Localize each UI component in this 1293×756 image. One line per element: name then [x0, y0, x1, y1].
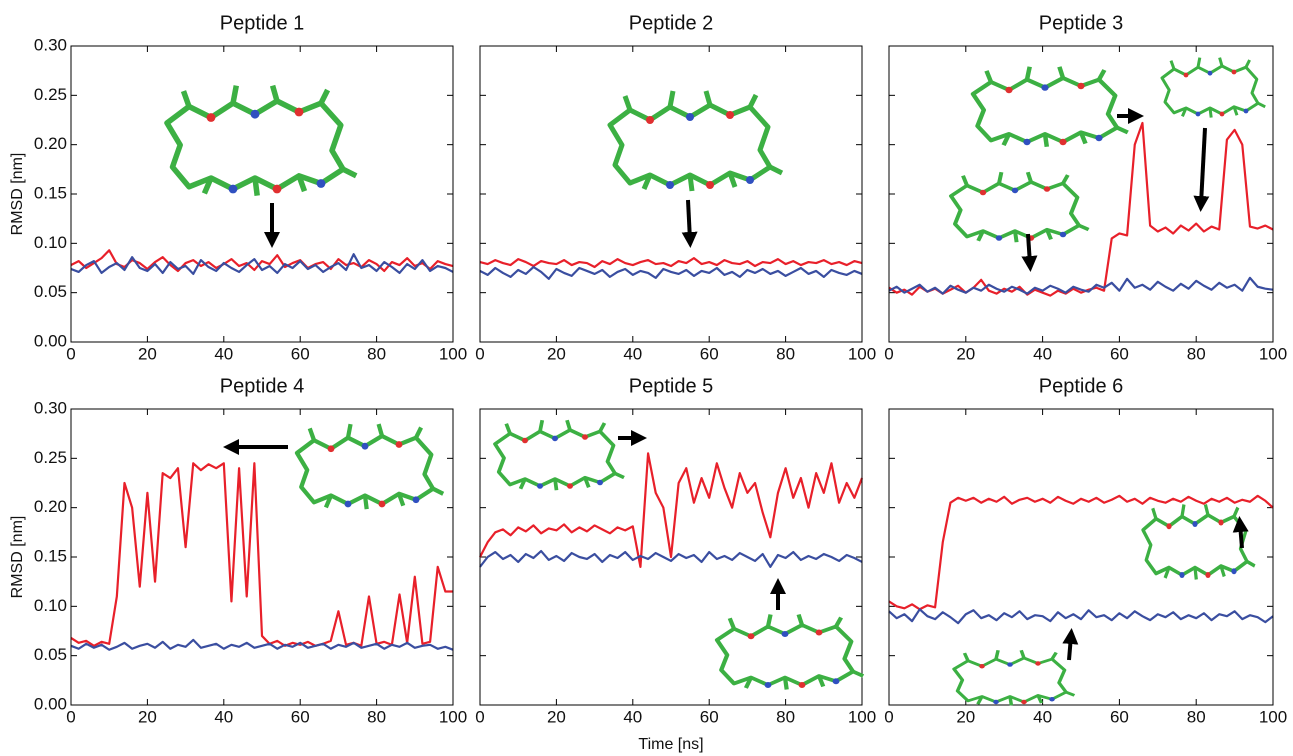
y-tick-label: 0.05 [34, 282, 67, 301]
y-tick-label: 0.10 [34, 596, 67, 615]
x-tick-label: 0 [884, 707, 893, 726]
x-tick-label: 80 [367, 707, 386, 726]
series-line [888, 494, 1274, 611]
series-line [70, 253, 454, 276]
arrow [1193, 127, 1210, 212]
arrow [1021, 233, 1038, 272]
panel: Peptide 5 Time [ns] 0 20 40 60 80 100 [475, 375, 876, 753]
x-tick-label: 40 [623, 707, 642, 726]
series-line [888, 608, 1274, 625]
arrow [1232, 516, 1249, 549]
x-tick-label: 0 [884, 344, 893, 363]
x-tick-label: 80 [776, 707, 795, 726]
series-line [479, 549, 863, 568]
series-line [479, 257, 863, 269]
x-tick-label: 20 [547, 707, 566, 726]
y-tick-label: 0.15 [34, 546, 67, 565]
panel-title: Peptide 4 [220, 375, 305, 397]
plot-area [71, 46, 453, 342]
x-tick-label: 60 [1110, 707, 1129, 726]
y-tick-label: 0.15 [34, 183, 67, 202]
x-tick-label: 20 [956, 707, 975, 726]
panel: Peptide 6 0 20 40 60 80 100 [884, 375, 1287, 726]
x-tick-label: 80 [1187, 707, 1206, 726]
plot-frame [888, 408, 1274, 706]
x-tick-label: 40 [1033, 707, 1052, 726]
panel-title: Peptide 2 [629, 12, 714, 34]
plot-frame [479, 45, 863, 343]
y-tick-label: 0.30 [34, 398, 67, 417]
x-tick-label: 0 [475, 707, 484, 726]
panel-title: Peptide 5 [629, 375, 714, 397]
x-tick-label: 80 [367, 344, 386, 363]
x-tick-label: 60 [700, 344, 719, 363]
series-line [479, 265, 863, 280]
x-tick-label: 20 [547, 344, 566, 363]
y-tick-label: 0.00 [34, 331, 67, 350]
annotations [167, 56, 1267, 708]
y-tick-label: 0.00 [34, 694, 67, 713]
plot-area [889, 46, 1273, 342]
x-tick-label: 60 [1110, 344, 1129, 363]
x-tick-label: 40 [214, 707, 233, 726]
x-tick-label: 0 [66, 344, 75, 363]
x-tick-label: 100 [1259, 344, 1287, 363]
x-tick-label: 80 [1187, 344, 1206, 363]
plot-frame [479, 408, 863, 706]
series-line [888, 276, 1274, 295]
y-tick-label: 0.10 [34, 233, 67, 252]
panel: Peptide 4 RMSD [nm] 0 20 40 60 80 100 0.00 0.05 0.… [9, 375, 467, 726]
x-tick-label: 20 [138, 707, 157, 726]
y-axis-label: RMSD [nm] [9, 516, 26, 599]
y-tick-label: 0.25 [34, 448, 67, 467]
x-tick-label: 0 [475, 344, 484, 363]
x-tick-label: 40 [623, 344, 642, 363]
x-axis-label: Time [ns] [638, 736, 703, 753]
plot-area [71, 409, 453, 705]
x-tick-label: 100 [439, 707, 467, 726]
x-tick-label: 60 [291, 707, 310, 726]
y-tick-label: 0.20 [34, 134, 67, 153]
y-tick-label: 0.25 [34, 85, 67, 104]
series-line [70, 462, 453, 647]
x-tick-label: 60 [291, 344, 310, 363]
y-axis-label: RMSD [nm] [9, 153, 26, 236]
panel: Peptide 2 0 20 40 60 80 100 [475, 12, 876, 363]
x-tick-label: 40 [214, 344, 233, 363]
plot-area [480, 46, 862, 342]
x-tick-label: 60 [700, 707, 719, 726]
x-tick-label: 80 [776, 344, 795, 363]
series-line [70, 638, 454, 651]
plot-area [889, 409, 1273, 705]
panel: Peptide 1 RMSD [nm] 0 20 40 60 80 100 0.00 0.05 0.… [9, 12, 467, 363]
x-tick-label: 0 [66, 707, 75, 726]
series-line [888, 121, 1274, 297]
x-tick-label: 100 [439, 344, 467, 363]
y-tick-label: 0.20 [34, 497, 67, 516]
y-tick-label: 0.30 [34, 35, 67, 54]
x-tick-label: 20 [138, 344, 157, 363]
arrow [1062, 628, 1079, 661]
plot-frame [888, 45, 1274, 343]
x-tick-label: 20 [956, 344, 975, 363]
plot-frame [70, 408, 454, 706]
x-tick-label: 100 [1259, 707, 1287, 726]
panel-title: Peptide 3 [1039, 12, 1124, 34]
panel-title: Peptide 6 [1039, 375, 1124, 397]
series-line [479, 452, 864, 568]
panel-title: Peptide 1 [220, 12, 305, 34]
y-tick-label: 0.05 [34, 645, 67, 664]
x-tick-label: 100 [848, 707, 876, 726]
plot-frame [70, 45, 454, 343]
x-tick-label: 100 [848, 344, 876, 363]
arrow [681, 199, 698, 248]
panel: Peptide 3 0 20 40 60 80 100 [884, 12, 1287, 363]
x-tick-label: 40 [1033, 344, 1052, 363]
